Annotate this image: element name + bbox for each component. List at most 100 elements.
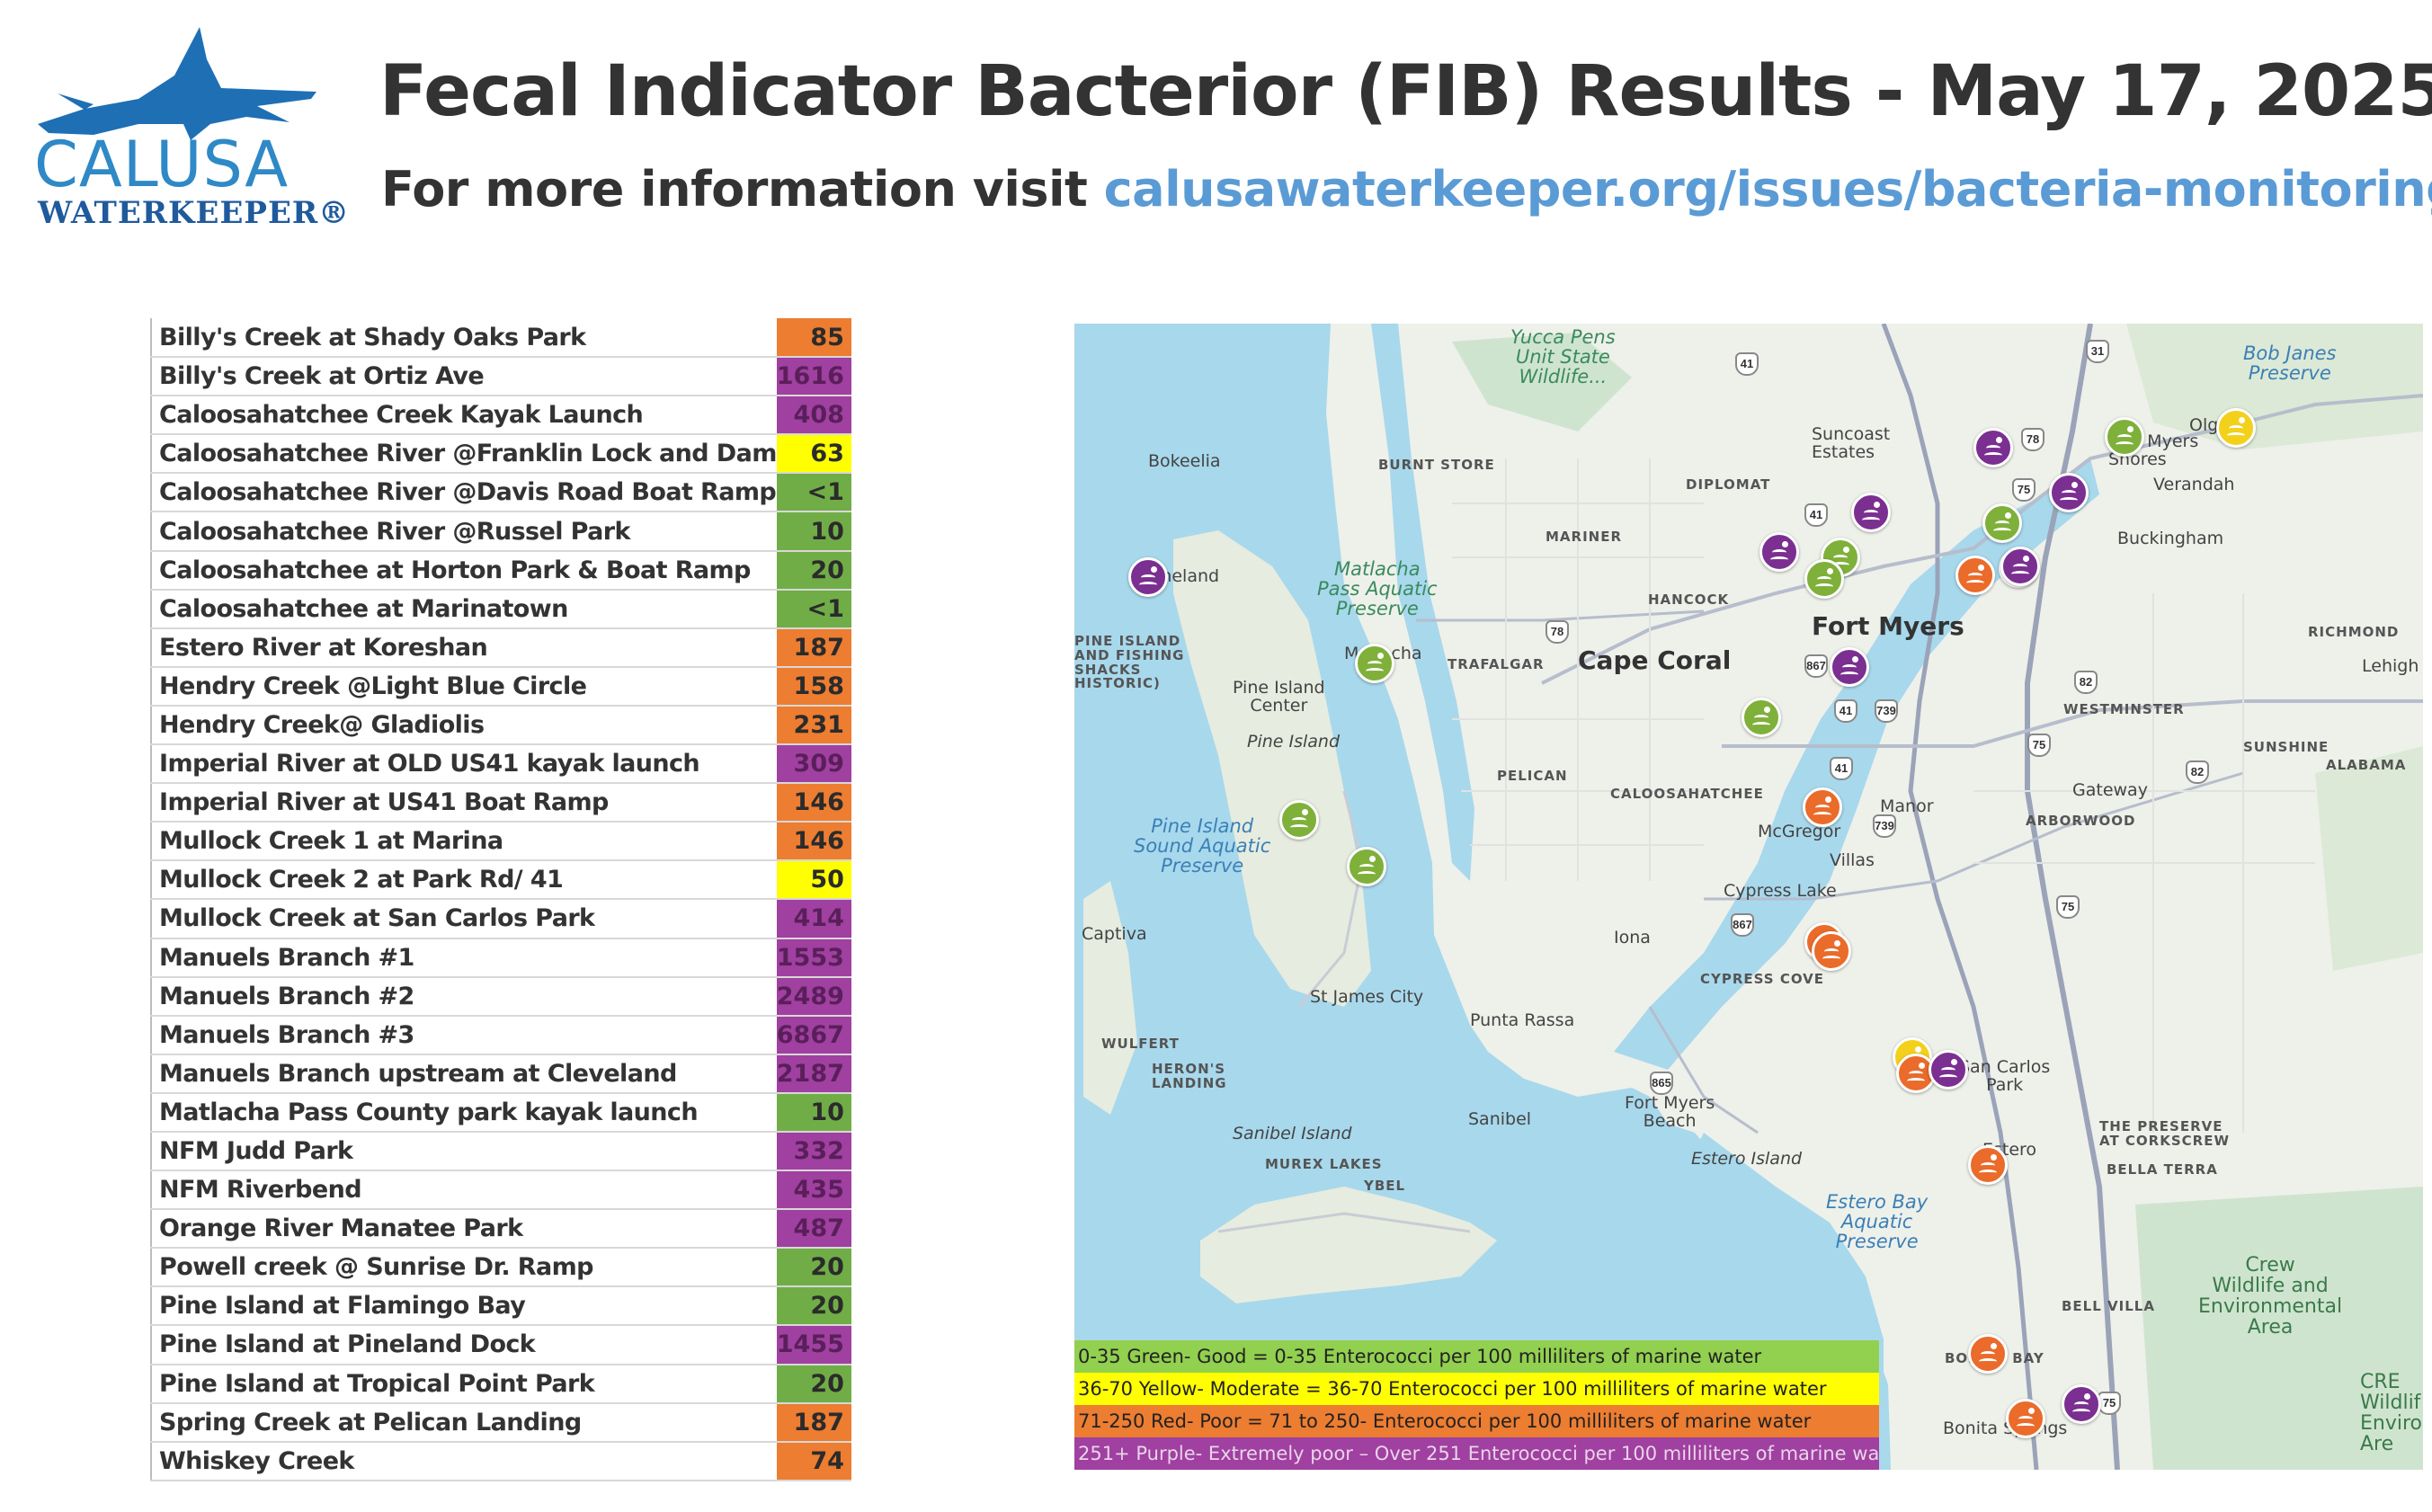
swimmer-icon xyxy=(1827,568,1833,574)
swimmer-icon xyxy=(1915,1046,1921,1053)
swim-marker-judd-park[interactable] xyxy=(1973,428,2013,467)
swim-marker-matlacha-park[interactable] xyxy=(1355,644,1394,683)
logo-name: CALUSA xyxy=(34,128,290,201)
map-label-san-carlos-park: San Carlos Park xyxy=(1959,1057,2051,1095)
route-shield: 75 xyxy=(2056,895,2080,919)
map-label-fort-myers: Fort Myers xyxy=(1812,611,1964,641)
site-value: 487 xyxy=(776,1209,851,1250)
swim-marker-tropical-point[interactable] xyxy=(1347,847,1386,886)
swim-marker-spring-creek[interactable] xyxy=(1968,1334,2008,1374)
site-value: 63 xyxy=(776,434,851,475)
site-name: Imperial River at OLD US41 kayak launch xyxy=(150,744,777,785)
map-label-pine-island-center: Pine Island Center xyxy=(1233,678,1325,716)
swim-marker-manuels-branch[interactable] xyxy=(1830,647,1869,687)
map-label-bokeelia: Bokeelia xyxy=(1148,451,1221,471)
results-table: Billy's Creek at Shady Oaks Park 85 Billy'… xyxy=(150,318,851,1481)
table-row: Hendry Creek@ Gladiolis 231 xyxy=(150,705,851,746)
site-name: Imperial River at US41 Boat Ramp xyxy=(150,783,777,823)
map-label-cypress-lake: Cypress Lake xyxy=(1724,881,1837,901)
map-label-manor: Manor xyxy=(1880,796,1934,816)
swim-marker-flamingo-bay[interactable] xyxy=(1279,800,1319,840)
map-label-pine-island-sound: Pine Island Sound Aquatic Preserve xyxy=(1134,815,1271,877)
calusa-waterkeeper-logo: CALUSA WATERKEEPER® xyxy=(31,23,349,230)
map-label-bella-terra: BELLA TERRA xyxy=(2107,1161,2218,1178)
map-label-captiva: Captiva xyxy=(1082,924,1147,944)
swim-marker-manuels-upstream[interactable] xyxy=(2105,417,2144,457)
map-label-arborwood: ARBORWOOD xyxy=(2026,813,2136,829)
map-label-caloosahatchee: CALOOSAHATCHEE xyxy=(1610,786,1764,802)
legend-row: 0-35 Green- Good = 0-35 Enterococci per … xyxy=(1074,1340,1879,1373)
site-value: <1 xyxy=(776,473,851,513)
swim-marker-franklin-lock[interactable] xyxy=(2216,408,2256,448)
route-shield: 867 xyxy=(1804,654,1828,678)
swim-marker-pineland-dock[interactable] xyxy=(1128,557,1168,597)
table-row: Manuels Branch #1 1553 xyxy=(150,938,851,978)
swim-marker-billys-ortiz[interactable] xyxy=(2000,547,2040,586)
table-row: Imperial River at OLD US41 kayak launch 3… xyxy=(150,744,851,785)
swimmer-icon xyxy=(2127,426,2134,432)
table-row: Caloosahatchee at Horton Park & Boat Ram… xyxy=(150,550,851,591)
table-row: Orange River Manatee Park 487 xyxy=(150,1209,851,1250)
route-shield: 739 xyxy=(1875,699,1898,723)
swim-marker-davis-road[interactable] xyxy=(1804,559,1844,599)
swimmer-icon xyxy=(1782,541,1788,547)
site-name: Spring Creek at Pelican Landing xyxy=(150,1402,777,1443)
site-value: 20 xyxy=(776,1364,851,1404)
map-label-alabama: ALABAMA xyxy=(2326,757,2407,773)
map-label-matlacha-pass: Matlacha Pass Aquatic Preserve xyxy=(1317,558,1438,620)
swim-marker-caloosahatchee-creek[interactable] xyxy=(1851,493,1891,532)
site-value: 187 xyxy=(776,627,851,668)
map-label-suncoast: Suncoast Estates xyxy=(1812,424,1891,462)
site-name: NFM Riverbend xyxy=(150,1170,777,1211)
swim-marker-hendry-creek-2[interactable] xyxy=(1812,931,1851,971)
route-shield: 739 xyxy=(1873,814,1896,838)
table-row: Caloosahatchee Creek Kayak Launch 408 xyxy=(150,396,851,436)
map-label-estero-bay: Estero Bay Aquatic Preserve xyxy=(1826,1191,1929,1253)
site-value: 10 xyxy=(776,1092,851,1133)
site-value: 158 xyxy=(776,666,851,707)
swim-marker-riverbend[interactable] xyxy=(2049,473,2089,512)
swim-marker-powell-creek[interactable] xyxy=(1742,698,1781,737)
swim-marker-estero-koreshan[interactable] xyxy=(1968,1145,2008,1185)
sawfish-icon xyxy=(38,27,316,140)
map-label-estero-island: Estero Island xyxy=(1691,1149,1803,1169)
bacteria-monitoring-link[interactable]: calusawaterkeeper.org/issues/bacteria-mo… xyxy=(1103,161,2432,218)
map-label-buckingham: Buckingham xyxy=(2117,529,2224,548)
site-name: Orange River Manatee Park xyxy=(150,1209,777,1250)
swim-marker-billys-shady-oaks[interactable] xyxy=(1955,556,1995,595)
map-label-iona: Iona xyxy=(1614,928,1651,947)
swim-marker-whiskey-creek[interactable] xyxy=(1803,787,1842,827)
swim-marker-imperial-old-us41[interactable] xyxy=(2062,1384,2101,1424)
swim-marker-marinatown[interactable] xyxy=(1759,532,1799,572)
table-row: Estero River at Koreshan 187 xyxy=(150,627,851,668)
site-name: Pine Island at Pineland Dock xyxy=(150,1325,777,1365)
swimmer-icon xyxy=(2005,512,2011,519)
sampling-map[interactable]: Yucca Pens Unit State Wildlife... Bob Jane… xyxy=(1074,324,2423,1470)
map-basemap xyxy=(1083,324,2423,1470)
site-value: 6867 xyxy=(776,1015,851,1055)
site-name: NFM Judd Park xyxy=(150,1131,777,1172)
map-label-diplomat: DIPLOMAT xyxy=(1686,476,1771,493)
site-name: Billy's Creek at Shady Oaks Park xyxy=(150,318,777,359)
map-label-westminster: WESTMINSTER xyxy=(2063,701,2185,717)
map-label-fort-myers-beach: Fort Myers Beach xyxy=(1625,1093,1715,1131)
site-value: 1616 xyxy=(776,357,851,397)
map-label-the-preserve: THE PRESERVE AT CORKSCREW xyxy=(2099,1118,2230,1149)
table-row: Manuels Branch upstream at Cleveland 2187 xyxy=(150,1054,851,1094)
swim-marker-imperial-us41[interactable] xyxy=(2006,1399,2045,1438)
site-value: 332 xyxy=(776,1131,851,1172)
map-label-st-james: St James City xyxy=(1310,987,1424,1007)
site-value: 146 xyxy=(776,822,851,862)
map-label-punta-rassa: Punta Rassa xyxy=(1470,1010,1575,1030)
route-shield: 867 xyxy=(1731,913,1754,937)
swim-marker-horton-park[interactable] xyxy=(1982,503,2022,543)
map-label-pine-island: Pine Island xyxy=(1247,732,1341,752)
swim-marker-mullock-san-carlos[interactable] xyxy=(1929,1050,1968,1090)
route-shield: 41 xyxy=(1735,352,1759,376)
map-label-cypress-cove: CYPRESS COVE xyxy=(1700,971,1825,987)
swimmer-icon xyxy=(1874,502,1880,508)
map-label-gateway: Gateway xyxy=(2072,780,2148,800)
site-name: Caloosahatchee Creek Kayak Launch xyxy=(150,396,777,436)
route-shield: 78 xyxy=(2021,428,2044,451)
swimmer-icon xyxy=(1996,437,2002,443)
